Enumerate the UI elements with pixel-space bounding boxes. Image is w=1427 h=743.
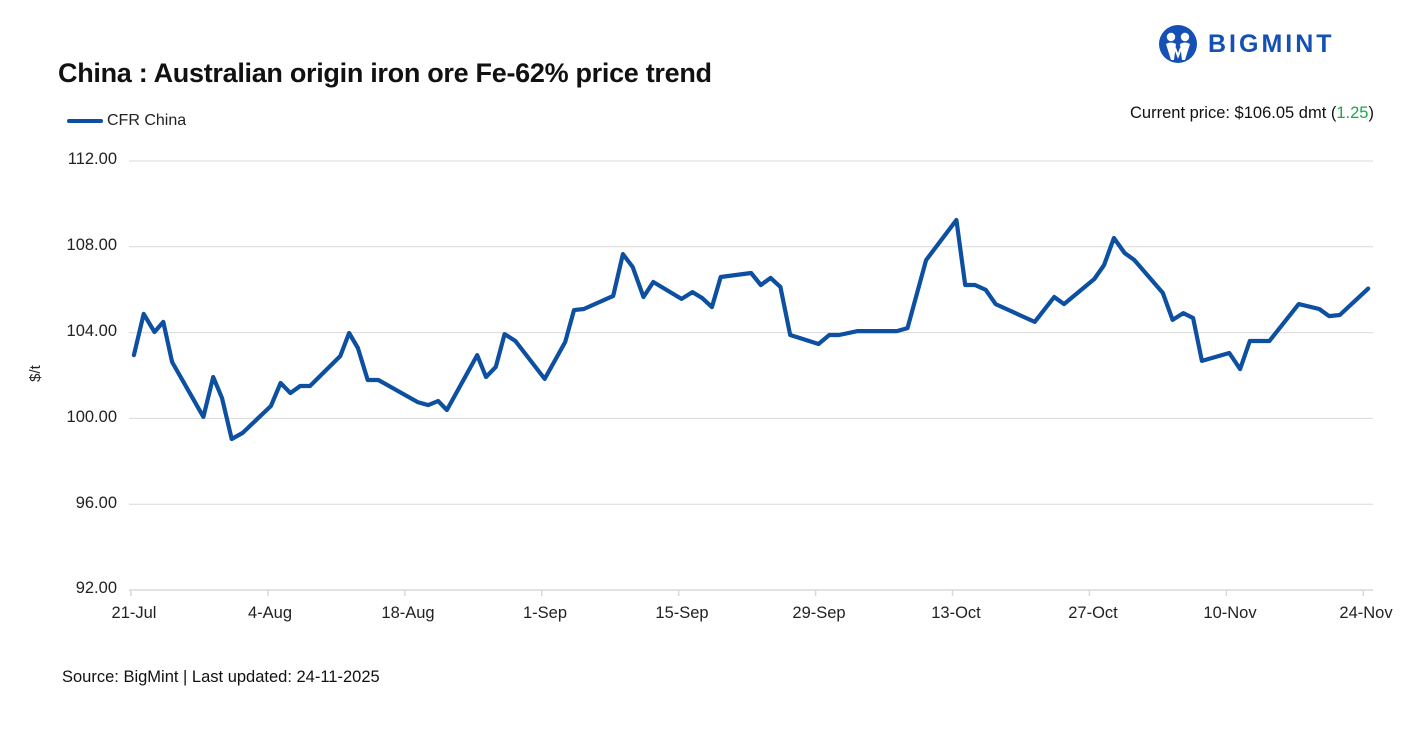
y-tick-104: 104.00 [66,322,117,340]
x-tick-27-oct: 27-Oct [1068,604,1118,622]
y-tick-108: 108.00 [66,236,117,254]
chart-legend: CFR China [67,112,186,130]
current-price-close: ) [1368,104,1375,122]
y-tick-100: 100.00 [66,408,117,426]
x-tick-21-jul: 21-Jul [111,604,157,622]
x-tick-1-sep: 1-Sep [522,604,568,622]
current-price-change: 1.25 [1336,104,1369,122]
legend-label-cfr-china: CFR China [107,112,187,129]
source-note: Source: BigMint | Last updated: 24-11-20… [62,668,380,686]
y-tick-96: 96.00 [75,494,117,512]
y-tick-112: 112.00 [67,150,117,168]
x-tick-29-sep: 29-Sep [792,604,846,622]
x-tick-24-nov: 24-Nov [1339,604,1393,622]
series-line-cfr-china [131,217,1371,442]
x-tick-15-sep: 15-Sep [655,604,709,622]
legend-line-swatch [67,119,103,123]
current-price-label: Current price: $106.05 dmt ( [1130,104,1337,122]
y-tick-92: 92.00 [75,579,117,597]
x-tick-18-aug: 18-Aug [381,604,435,622]
brand-name: BIGMINT [1208,29,1335,58]
brand-logo: BIGMINT [1158,24,1335,64]
chart-title: China : Australian origin iron ore Fe-62… [58,58,712,88]
x-axis [130,590,1365,596]
bigmint-logo-icon [1159,25,1197,63]
current-price: Current price: $106.05 dmt (1.25) [1130,104,1374,123]
x-tick-4-aug: 4-Aug [247,604,293,622]
x-tick-10-nov: 10-Nov [1203,604,1257,622]
gridlines [129,160,1373,591]
x-tick-13-oct: 13-Oct [931,604,981,622]
